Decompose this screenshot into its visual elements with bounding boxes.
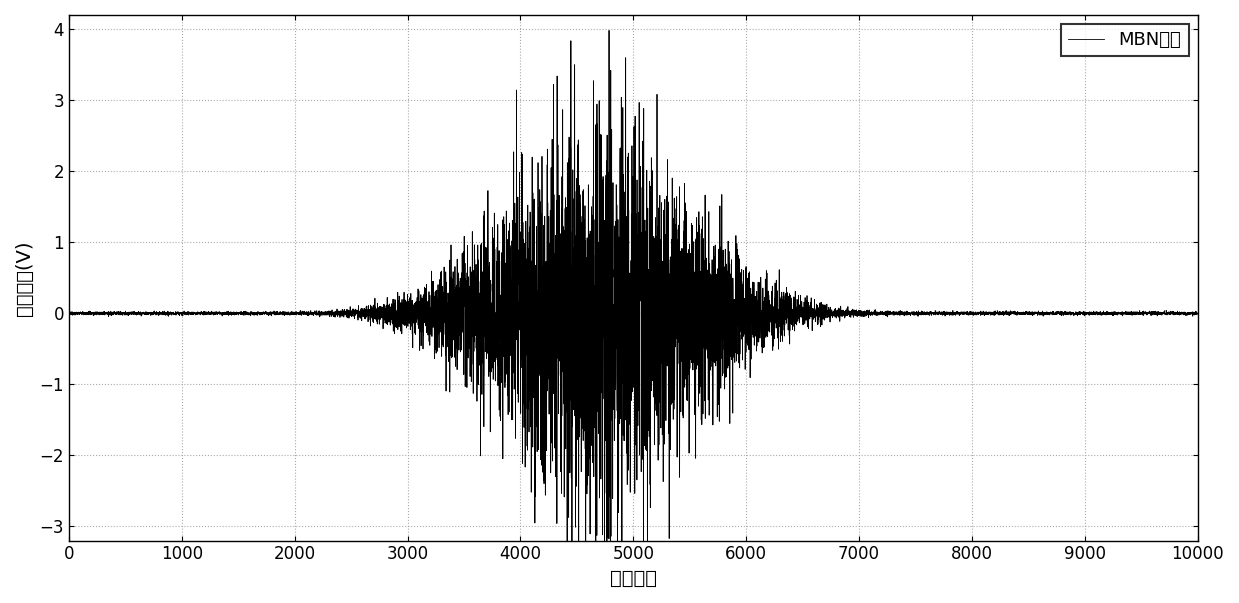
Legend: MBN信号: MBN信号: [1061, 24, 1188, 57]
MBN信号: [108, 309, 123, 317]
Line: MBN信号: MBN信号: [69, 30, 1198, 603]
MBN信号: [602, 27, 617, 34]
X-axis label: 采样点数: 采样点数: [610, 569, 657, 588]
MBN信号: [282, 311, 297, 318]
Y-axis label: 信号幅値(V): 信号幅値(V): [15, 240, 33, 315]
MBN信号: [1191, 310, 1206, 317]
MBN信号: [67, 310, 82, 317]
MBN信号: [129, 309, 144, 316]
MBN信号: [1130, 309, 1145, 316]
MBN信号: [613, 415, 628, 422]
MBN信号: [62, 310, 77, 317]
